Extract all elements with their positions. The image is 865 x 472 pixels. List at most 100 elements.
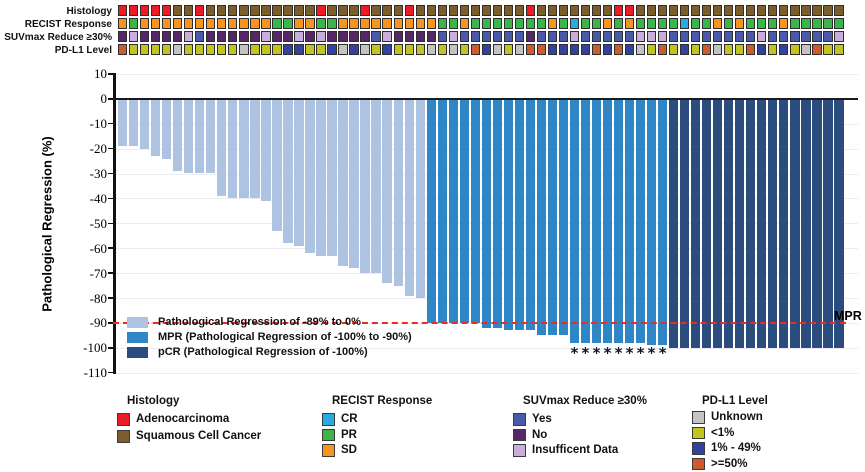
patient-bar (492, 100, 502, 328)
annotation-cell-recist (129, 18, 139, 29)
annotation-cell-pdl1 (151, 44, 161, 55)
annotation-cell-suvmax (173, 31, 183, 42)
annotation-cell-histology (437, 5, 447, 16)
annotation-cell-recist (415, 18, 425, 29)
annotation-cell-pdl1 (691, 44, 701, 55)
patient-bar (360, 100, 370, 274)
annotation-cell-suvmax (371, 31, 381, 42)
patient-bar (602, 100, 613, 343)
patient-bar (118, 100, 128, 147)
annotation-cell-suvmax (426, 31, 436, 42)
annotation-cell-suvmax (746, 31, 756, 42)
asterisk-marker: * (625, 344, 634, 362)
annotation-cell-recist (239, 18, 249, 29)
annotation-cell-histology (657, 5, 668, 16)
legend-swatch (513, 444, 526, 457)
annotation-cell-histology (272, 5, 282, 16)
annotation-cell-pdl1 (823, 44, 833, 55)
annotation-cell-recist (713, 18, 723, 29)
annotation-cell-pdl1 (724, 44, 734, 55)
patient-bar (735, 100, 745, 348)
patient-bar (261, 100, 271, 201)
annotation-cell-histology (239, 5, 249, 16)
annotation-cell-pdl1 (735, 44, 745, 55)
annotation-cell-histology (151, 5, 161, 16)
annotation-cell-pdl1 (371, 44, 381, 55)
bar-legend-swatch-mpr (127, 332, 148, 343)
patient-bar (206, 100, 216, 174)
y-tick (108, 222, 114, 225)
annotation-cell-histology (426, 5, 436, 16)
legend-item-label: Yes (532, 413, 552, 425)
annotation-cell-suvmax (812, 31, 822, 42)
patient-bar (514, 100, 525, 331)
annotation-cell-pdl1 (790, 44, 800, 55)
annotation-cell-pdl1 (283, 44, 293, 55)
annotation-cell-pdl1 (305, 44, 315, 55)
annotation-cell-histology (801, 5, 811, 16)
annotation-cell-pdl1 (801, 44, 811, 55)
annotation-cell-suvmax (569, 31, 580, 42)
annotation-cell-histology (669, 5, 679, 16)
annotation-cell-histology (470, 5, 480, 16)
annotation-cell-suvmax (768, 31, 778, 42)
patient-bar (404, 100, 414, 296)
annotation-cell-recist (349, 18, 359, 29)
annotation-cell-histology (635, 5, 646, 16)
annotation-cell-recist (338, 18, 348, 29)
annotation-cell-suvmax (382, 31, 392, 42)
annotation-cell-recist (261, 18, 271, 29)
annotation-cell-recist (283, 18, 293, 29)
annotation-cell-recist (735, 18, 745, 29)
patient-bar (746, 100, 756, 348)
y-tick-label: -10 (89, 116, 107, 132)
legend-swatch (692, 426, 705, 439)
patient-bar (503, 100, 513, 331)
annotation-cell-recist (448, 18, 458, 29)
legend-swatch (692, 411, 705, 424)
patient-bar (481, 100, 491, 328)
annotation-cell-suvmax (613, 31, 624, 42)
patient-bar (415, 100, 425, 298)
annotation-cell-suvmax (349, 31, 359, 42)
y-tick (108, 98, 114, 100)
annotation-cell-histology (503, 5, 513, 16)
patient-bar (470, 100, 480, 323)
annotation-cell-recist (525, 18, 536, 29)
y-tick-label: -60 (89, 240, 107, 256)
annotation-cell-pdl1 (657, 44, 668, 55)
annotation-cell-pdl1 (459, 44, 469, 55)
patient-bar (569, 100, 580, 343)
annotation-cell-recist (404, 18, 414, 29)
y-tick-label: -90 (89, 315, 107, 331)
annotation-cell-pdl1 (327, 44, 337, 55)
asterisk-marker: * (581, 344, 590, 362)
annotation-cell-suvmax (536, 31, 547, 42)
annotation-cell-histology (184, 5, 194, 16)
annotation-cell-suvmax (338, 31, 348, 42)
annotation-cell-pdl1 (250, 44, 260, 55)
patient-bar (624, 100, 635, 343)
annotation-cell-recist (790, 18, 800, 29)
annotation-cell-suvmax (635, 31, 646, 42)
annotation-cell-pdl1 (547, 44, 558, 55)
patient-bar (768, 100, 778, 348)
patient-bar (316, 100, 326, 256)
annotation-cell-pdl1 (635, 44, 646, 55)
annotation-cell-pdl1 (272, 44, 282, 55)
annotation-cell-pdl1 (316, 44, 326, 55)
legend-swatch (513, 428, 526, 441)
annotation-cell-recist (316, 18, 326, 29)
y-tick-label: 0 (100, 91, 108, 107)
annotation-cell-pdl1 (646, 44, 657, 55)
annotation-cell-pdl1 (580, 44, 591, 55)
annotation-cell-suvmax (228, 31, 238, 42)
patient-bar (834, 100, 844, 348)
annotation-cell-histology (779, 5, 789, 16)
y-tick (108, 322, 114, 324)
annotation-cell-histology (812, 5, 822, 16)
mpr-threshold-line (113, 321, 846, 324)
y-tick (108, 272, 114, 274)
annotation-cell-suvmax (823, 31, 833, 42)
legend-item-label: Insufficent Data (532, 444, 619, 456)
